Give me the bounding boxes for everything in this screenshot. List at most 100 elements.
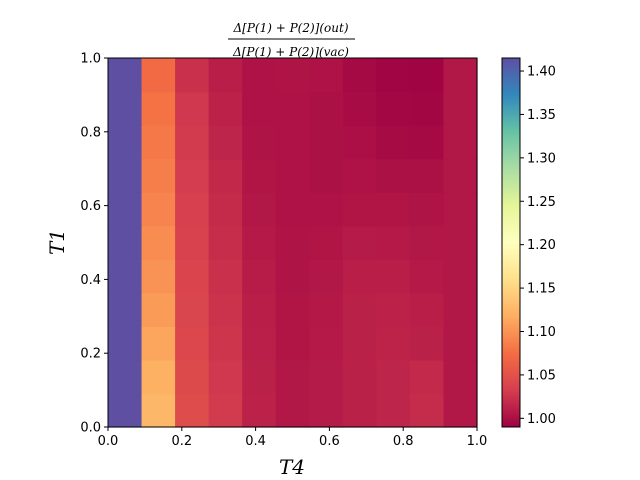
heatmap-cell: [342, 158, 377, 193]
heatmap-cell: [376, 192, 411, 227]
x-tick-label: 0.2: [171, 434, 192, 449]
heatmap-cell: [242, 58, 277, 93]
heatmap-cell: [108, 225, 143, 260]
heatmap-cell: [242, 158, 277, 193]
x-tick-label: 0.4: [245, 434, 266, 449]
colorbar-tick-label: 1.35: [527, 108, 556, 123]
heatmap-cell: [443, 158, 478, 193]
heatmap-cell: [141, 292, 176, 327]
colorbar-tick-label: 1.30: [527, 151, 556, 166]
heatmap-cell: [309, 91, 344, 126]
heatmap-cell: [275, 225, 310, 260]
heatmap-cell: [342, 259, 377, 294]
heatmap-cell: [175, 292, 210, 327]
heatmap-cell: [309, 259, 344, 294]
heatmap-cell: [108, 259, 143, 294]
heatmap-cell: [175, 259, 210, 294]
heatmap-cell: [443, 393, 478, 428]
heatmap-cell: [376, 125, 411, 160]
heatmap-cell: [208, 393, 243, 428]
colorbar-tick-label: 1.05: [527, 368, 556, 383]
heatmap-cell: [409, 158, 445, 193]
heatmap-cell: [309, 359, 344, 395]
heatmap-cell: [342, 192, 377, 227]
heatmap-cell: [141, 125, 176, 160]
heatmap-cell: [175, 326, 210, 361]
y-tick-label: 0.2: [80, 347, 101, 362]
heatmap-cell: [309, 393, 344, 428]
heatmap-cell: [208, 91, 243, 126]
colorbar-tick-label: 1.40: [527, 65, 556, 80]
heatmap-cell: [141, 158, 176, 193]
heatmap-cell: [242, 192, 277, 227]
heatmap-cell: [309, 326, 344, 361]
heatmap-cell: [175, 393, 210, 428]
heatmap-cell: [409, 326, 445, 361]
heatmap-cell: [108, 91, 143, 126]
heatmap-cell: [342, 91, 377, 126]
heatmap-cell: [376, 292, 411, 327]
heatmap-cell: [309, 58, 344, 93]
heatmap-cell: [141, 259, 176, 294]
x-tick-label: 0.8: [393, 434, 414, 449]
heatmap-cell: [443, 225, 478, 260]
heatmap-cell: [342, 359, 377, 395]
heatmap-cell: [376, 91, 411, 126]
y-axis-label: T1: [45, 229, 69, 255]
heatmap-cell: [309, 225, 344, 260]
heatmap-cell: [208, 259, 243, 294]
x-tick-label: 0.0: [98, 434, 119, 449]
heatmap-cell: [409, 125, 445, 160]
heatmap-cell: [342, 292, 377, 327]
heatmap-cell: [309, 158, 344, 193]
heatmap-cell: [108, 326, 143, 361]
colorbar-tick-label: 1.00: [527, 412, 556, 427]
heatmap-cell: [409, 192, 445, 227]
heatmap-cell: [208, 158, 243, 193]
heatmap-cell: [342, 326, 377, 361]
colorbar-tick-label: 1.15: [527, 282, 556, 297]
heatmap-cell: [376, 225, 411, 260]
heatmap-cell: [208, 292, 243, 327]
y-axis: 0.0 0.2 0.4 0.6 0.8 1.0: [80, 52, 108, 436]
heatmap-cell: [242, 125, 277, 160]
colorbar-tick-label: 1.20: [527, 238, 556, 253]
heatmap-cell: [275, 192, 310, 227]
y-tick-label: 0.0: [80, 421, 101, 436]
x-tick-label: 0.6: [319, 434, 340, 449]
y-tick-label: 0.4: [80, 273, 101, 288]
heatmap-cell: [208, 225, 243, 260]
x-axis-label: T4: [279, 455, 305, 479]
heatmap-cell: [108, 393, 143, 428]
heatmap-cell: [443, 259, 478, 294]
heatmap-cell: [208, 58, 243, 93]
heatmap-cell: [342, 58, 377, 93]
heatmap-cell: [275, 158, 310, 193]
heatmap-cell: [108, 192, 143, 227]
heatmap-cells: [108, 58, 478, 428]
heatmap-cell: [275, 393, 310, 428]
heatmap-cell: [141, 91, 176, 126]
heatmap-cell: [376, 326, 411, 361]
heatmap-cell: [108, 125, 143, 160]
heatmap-cell: [242, 292, 277, 327]
heatmap-cell: [141, 58, 176, 93]
colorbar: [501, 57, 521, 428]
x-axis: 0.0 0.2 0.4 0.6 0.8 1.0: [98, 427, 488, 449]
heatmap-cell: [409, 58, 445, 93]
x-tick-label: 1.0: [467, 434, 488, 449]
heatmap-cell: [443, 359, 478, 395]
heatmap-cell: [309, 192, 344, 227]
heatmap-cell: [376, 393, 411, 428]
heatmap-cell: [141, 359, 176, 395]
chart-title: Δ[P(1) + P(2)](out) Δ[P(1) + P(2)](vac): [228, 21, 355, 59]
heatmap-cell: [175, 192, 210, 227]
heatmap-cell: [242, 393, 277, 428]
heatmap-cell: [309, 125, 344, 160]
heatmap-cell: [108, 58, 143, 93]
heatmap-cell: [342, 225, 377, 260]
heatmap-cell: [443, 192, 478, 227]
title-denominator: Δ[P(1) + P(2)](vac): [232, 45, 349, 59]
y-tick-label: 0.6: [80, 199, 101, 214]
